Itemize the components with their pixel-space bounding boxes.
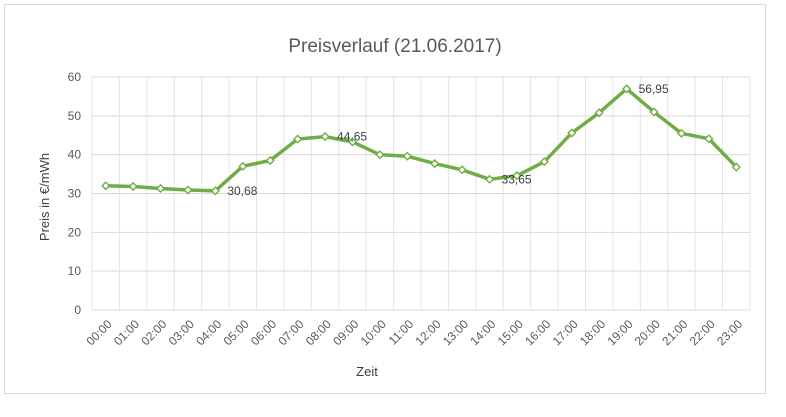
data-point xyxy=(155,183,166,194)
x-tick-label: 22:00 xyxy=(687,317,718,348)
y-axis-label: Preis in €/mWh xyxy=(37,153,52,241)
x-tick-label: 02:00 xyxy=(138,317,169,348)
data-point xyxy=(457,165,467,175)
y-tick-label: 20 xyxy=(68,225,82,239)
data-point xyxy=(731,162,741,172)
data-point xyxy=(101,181,111,191)
y-axis-ticks: 0 10 20 30 40 50 60 xyxy=(68,70,82,317)
x-tick-label: 00:00 xyxy=(84,317,115,348)
x-tick-label: 07:00 xyxy=(275,317,306,348)
chart-frame: Preisverlauf (21.06.2017) 0 10 20 30 40 50 60 … xyxy=(4,4,766,394)
series-line xyxy=(103,87,739,193)
data-label: 56,95 xyxy=(639,82,669,96)
x-tick-label: 03:00 xyxy=(166,317,197,348)
data-label: 44,65 xyxy=(337,130,367,144)
data-point xyxy=(347,137,358,147)
data-point xyxy=(539,157,549,167)
x-tick-label: 06:00 xyxy=(248,317,279,348)
data-point xyxy=(183,185,193,195)
line-chart: Preisverlauf (21.06.2017) 0102030405060 … xyxy=(37,36,751,379)
x-tick-label: 10:00 xyxy=(358,317,389,348)
y-tick-label: 50 xyxy=(68,109,82,123)
data-point xyxy=(567,128,577,138)
data-label: 33,65 xyxy=(502,172,532,186)
chart-title: Preisverlauf (21.06.2017) xyxy=(288,36,501,57)
data-point xyxy=(430,159,440,169)
x-tick-label: 23:00 xyxy=(714,317,745,348)
x-tick-label: 14:00 xyxy=(467,317,498,348)
data-point xyxy=(238,161,248,171)
x-tick-label: 01:00 xyxy=(111,317,142,348)
data-point xyxy=(128,181,138,192)
data-point xyxy=(704,134,714,144)
x-tick-label: 21:00 xyxy=(659,317,690,348)
x-tick-label: 18:00 xyxy=(577,317,608,348)
data-point xyxy=(293,134,303,144)
grid-lines xyxy=(91,76,751,311)
data-point xyxy=(484,174,495,184)
data-point xyxy=(512,171,522,181)
data-point xyxy=(210,186,220,196)
x-axis-ticks: 00:0001:0002:0003:0004:0005:0006:0007:00… xyxy=(84,317,746,348)
x-tick-label: 17:00 xyxy=(550,317,581,348)
x-tick-label: 16:00 xyxy=(522,317,553,348)
data-labels: 30,68 44,65 33,65 56,95 xyxy=(227,82,669,198)
x-axis-label: Zeit xyxy=(356,364,378,379)
data-point xyxy=(402,151,412,161)
data-point xyxy=(649,107,659,117)
data-point xyxy=(265,155,275,166)
data-label: 30,68 xyxy=(227,184,257,198)
y-tick-label: 30 xyxy=(68,187,82,201)
x-tick-label: 11:00 xyxy=(386,317,417,348)
y-tick-label: 0 xyxy=(74,303,81,317)
data-point xyxy=(594,108,604,118)
data-point xyxy=(676,128,687,138)
x-tick-label: 04:00 xyxy=(193,317,224,348)
x-tick-label: 09:00 xyxy=(330,317,361,348)
x-tick-label: 05:00 xyxy=(221,317,252,348)
data-point xyxy=(320,132,330,142)
x-tick-label: 19:00 xyxy=(604,317,635,348)
data-point xyxy=(622,84,632,94)
x-tick-label: 15:00 xyxy=(495,317,526,348)
y-tick-label: 10 xyxy=(68,264,82,278)
data-point xyxy=(375,150,385,160)
series-layer xyxy=(101,84,741,196)
x-tick-label: 08:00 xyxy=(303,317,334,348)
y-tick-label: 60 xyxy=(68,70,82,84)
x-tick-label: 13:00 xyxy=(440,317,471,348)
x-tick-label: 12:00 xyxy=(413,317,444,348)
y-tick-label: 40 xyxy=(68,148,82,162)
x-tick-label: 20:00 xyxy=(632,317,663,348)
